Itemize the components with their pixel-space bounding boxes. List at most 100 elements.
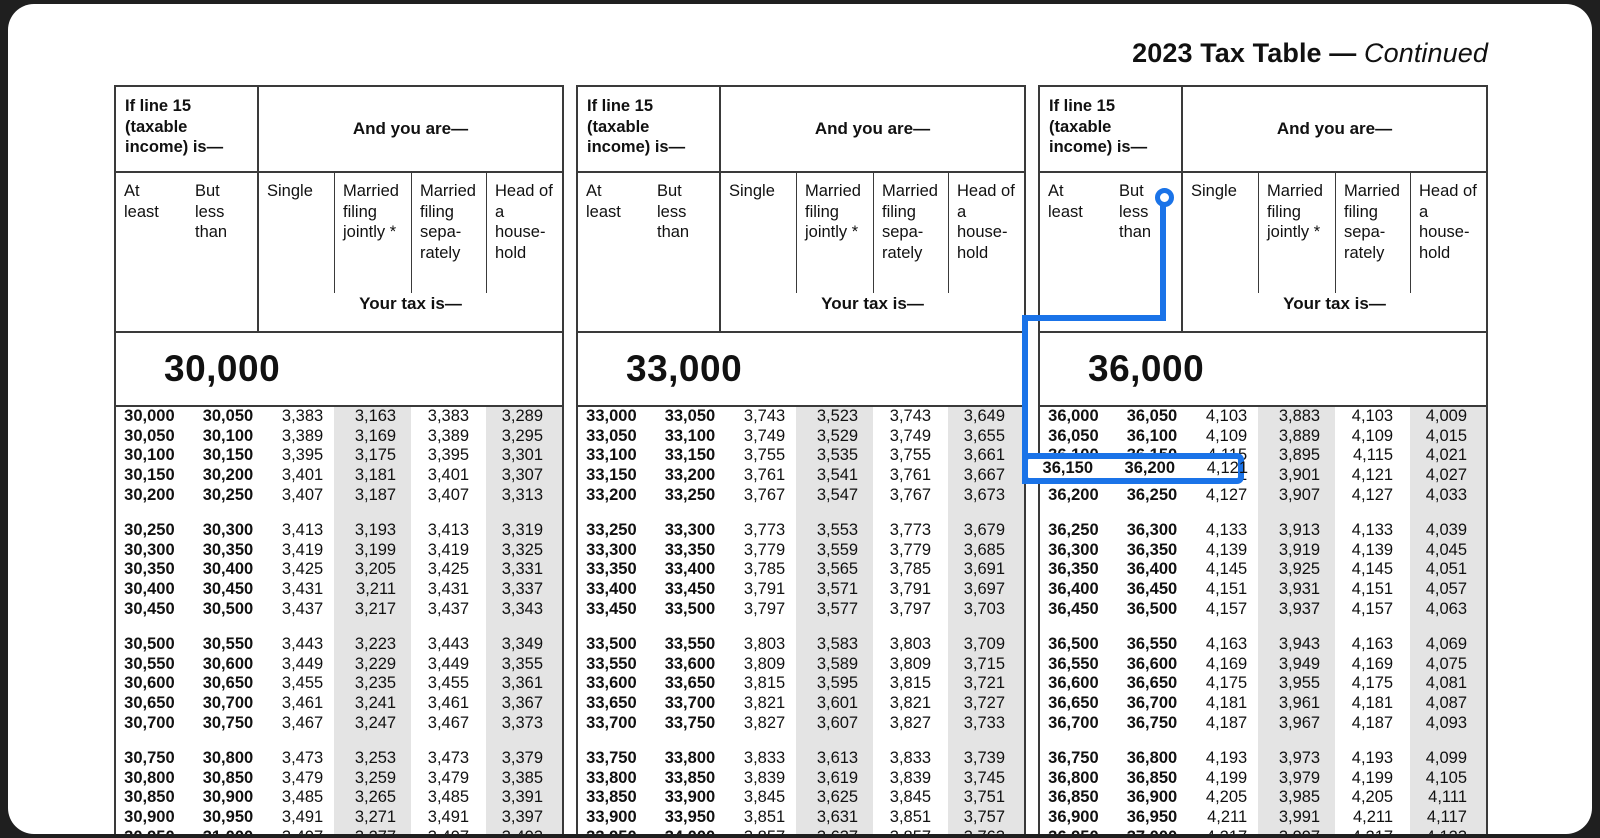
table-row[interactable]: 30,000 30,050 3,383 3,163 3,383 3,289 [116,407,562,427]
table-row[interactable]: 33,850 33,900 3,845 3,625 3,845 3,751 [578,788,1024,808]
table-row[interactable]: 30,100 30,150 3,395 3,175 3,395 3,301 [116,446,562,466]
cell-married-filing-jointly: 3,631 [816,807,859,826]
table-row[interactable]: 33,650 33,700 3,821 3,601 3,821 3,727 [578,694,1024,714]
cell-married-filing-separately: 4,103 [1351,407,1394,426]
cell-but-less-than: 30,100 [202,426,254,445]
your-tax-is-spacer [1040,293,1183,331]
table-row[interactable]: 30,850 30,900 3,485 3,265 3,485 3,391 [116,788,562,808]
table-row[interactable]: 30,650 30,700 3,461 3,241 3,461 3,367 [116,694,562,714]
table-row[interactable]: 33,100 33,150 3,755 3,535 3,755 3,661 [578,446,1024,466]
cell-married-filing-separately: 3,443 [427,635,470,654]
line15-label-line3: income) is— [125,138,224,156]
table-row[interactable]: 33,000 33,050 3,743 3,523 3,743 3,649 [578,407,1024,427]
col-header-head-of-household: Head of a house-hold [486,173,562,293]
col-header-but-less-than: But less than [649,173,721,293]
table-row[interactable]: 33,800 33,850 3,839 3,619 3,839 3,745 [578,769,1024,789]
cell-married-filing-separately: 3,419 [427,540,470,559]
table-row[interactable]: 30,250 30,300 3,413 3,193 3,413 3,319 [116,521,562,541]
table-row[interactable]: 30,200 30,250 3,407 3,187 3,407 3,313 [116,485,562,505]
cell-married-filing-jointly: 3,547 [816,485,859,504]
table-row[interactable]: 30,500 30,550 3,443 3,223 3,443 3,349 [116,635,562,655]
table-row[interactable]: 33,250 33,300 3,773 3,553 3,773 3,679 [578,521,1024,541]
cell-at-least: 36,300 [1048,540,1099,559]
table-row[interactable]: 36,500 36,550 4,163 3,943 4,163 4,069 [1040,635,1486,655]
table-row[interactable]: 36,850 36,900 4,205 3,985 4,205 4,111 [1040,788,1486,808]
cell-married-filing-jointly: 3,889 [1278,426,1321,445]
table-row[interactable]: 30,150 30,200 3,401 3,181 3,401 3,307 [116,466,562,486]
table-row[interactable]: 33,700 33,750 3,827 3,607 3,827 3,733 [578,713,1024,733]
cell-married-filing-jointly: 3,955 [1278,674,1321,693]
cell-head-of-household: 3,763 [951,828,1024,834]
table-row[interactable]: 30,700 30,750 3,467 3,247 3,467 3,373 [116,713,562,733]
table-row[interactable]: 30,400 30,450 3,431 3,211 3,431 3,337 [116,580,562,600]
table-row[interactable]: 33,550 33,600 3,809 3,589 3,809 3,715 [578,655,1024,675]
cell-head-of-household: 3,745 [963,768,1005,787]
cell-married-filing-separately: 4,187 [1351,713,1394,732]
cell-at-least: 30,500 [124,635,175,654]
cell-married-filing-separately: 3,791 [889,580,932,599]
cell-but-less-than: 33,050 [664,407,716,426]
table-row[interactable]: 30,050 30,100 3,389 3,169 3,389 3,295 [116,427,562,447]
table-row[interactable]: 36,900 36,950 4,211 3,991 4,211 4,117 [1040,808,1486,828]
table-row[interactable]: 30,550 30,600 3,449 3,229 3,449 3,355 [116,655,562,675]
table-row[interactable]: 33,050 33,100 3,749 3,529 3,749 3,655 [578,427,1024,447]
table-row[interactable]: 36,550 36,600 4,169 3,949 4,169 4,075 [1040,655,1486,675]
table-row[interactable]: 33,150 33,200 3,761 3,541 3,761 3,667 [578,466,1024,486]
cell-married-filing-separately: 3,845 [889,788,932,807]
cell-but-less-than: 33,800 [664,749,716,768]
table-row[interactable]: 30,800 30,850 3,479 3,259 3,479 3,385 [116,769,562,789]
table-row[interactable]: 30,300 30,350 3,419 3,199 3,419 3,325 [116,541,562,561]
table-row[interactable]: 36,250 36,300 4,133 3,913 4,133 4,039 [1040,521,1486,541]
line15-label: If line 15 (taxable income) is— [578,87,721,171]
cell-but-less-than: 30,050 [202,407,254,426]
cell-head-of-household: 3,739 [963,749,1005,768]
cell-head-of-household: 3,403 [489,828,562,834]
table-row[interactable]: 30,900 30,950 3,491 3,271 3,491 3,397 [116,808,562,828]
table-row[interactable]: 36,800 36,850 4,199 3,979 4,199 4,105 [1040,769,1486,789]
table-row[interactable]: 36,700 36,750 4,187 3,967 4,187 4,093 [1040,713,1486,733]
cell-single: 3,767 [743,485,786,504]
cell-married-filing-separately: 3,827 [889,713,932,732]
table-row[interactable]: 36,750 36,800 4,193 3,973 4,193 4,099 [1040,749,1486,769]
cell-married-filing-separately: 3,839 [889,768,932,787]
cell-head-of-household: 3,343 [501,599,543,618]
cell-single: 3,851 [743,807,786,826]
table-row[interactable]: 36,600 36,650 4,175 3,955 4,175 4,081 [1040,674,1486,694]
cell-head-of-household: 3,397 [501,807,543,826]
cell-married-filing-jointly: 3,913 [1278,521,1321,540]
col-header-married-filing-separately: Married filing sepa-rately [1335,173,1410,293]
table-row[interactable]: 33,400 33,450 3,791 3,571 3,791 3,697 [578,580,1024,600]
table-row[interactable]: 36,050 36,100 4,109 3,889 4,109 4,015 [1040,427,1486,447]
cell-but-less-than: 33,400 [664,560,716,579]
table-row[interactable]: 30,450 30,500 3,437 3,217 3,437 3,343 [116,599,562,619]
table-row[interactable]: 36,450 36,500 4,157 3,937 4,157 4,063 [1040,599,1486,619]
cell-but-less-than: 30,250 [202,485,254,504]
tax-block: If line 15 (taxable income) is— And you are… [114,85,564,834]
table-row[interactable]: 33,500 33,550 3,803 3,583 3,803 3,709 [578,635,1024,655]
cell-at-least: 30,550 [124,654,175,673]
table-row[interactable]: 33,300 33,350 3,779 3,559 3,779 3,685 [578,541,1024,561]
table-row[interactable]: 36,350 36,400 4,145 3,925 4,145 4,051 [1040,560,1486,580]
page-title-dash: — [1329,38,1357,68]
cell-married-filing-jointly: 3,265 [354,788,397,807]
table-row[interactable]: 36,000 36,050 4,103 3,883 4,103 4,009 [1040,407,1486,427]
table-row[interactable]: 33,900 33,950 3,851 3,631 3,851 3,757 [578,808,1024,828]
table-row[interactable]: 36,200 36,250 4,127 3,907 4,127 4,033 [1040,485,1486,505]
table-row[interactable]: 33,750 33,800 3,833 3,613 3,833 3,739 [578,749,1024,769]
cell-single: 3,779 [743,540,786,559]
your-tax-is-label: Your tax is— [1283,294,1386,313]
cell-married-filing-jointly: 3,259 [354,768,397,787]
table-row[interactable]: 30,350 30,400 3,425 3,205 3,425 3,331 [116,560,562,580]
table-row[interactable]: 33,450 33,500 3,797 3,577 3,797 3,703 [578,599,1024,619]
table-row[interactable]: 33,350 33,400 3,785 3,565 3,785 3,691 [578,560,1024,580]
table-row[interactable]: 30,750 30,800 3,473 3,253 3,473 3,379 [116,749,562,769]
table-row[interactable]: 36,300 36,350 4,139 3,919 4,139 4,045 [1040,541,1486,561]
table-row[interactable]: 33,200 33,250 3,767 3,547 3,767 3,673 [578,485,1024,505]
table-row[interactable]: 33,600 33,650 3,815 3,595 3,815 3,721 [578,674,1024,694]
table-row[interactable]: 30,600 30,650 3,455 3,235 3,455 3,361 [116,674,562,694]
table-row[interactable]: 36,650 36,700 4,181 3,961 4,181 4,087 [1040,694,1486,714]
table-row[interactable]: 36,400 36,450 4,151 3,931 4,151 4,057 [1040,580,1486,600]
